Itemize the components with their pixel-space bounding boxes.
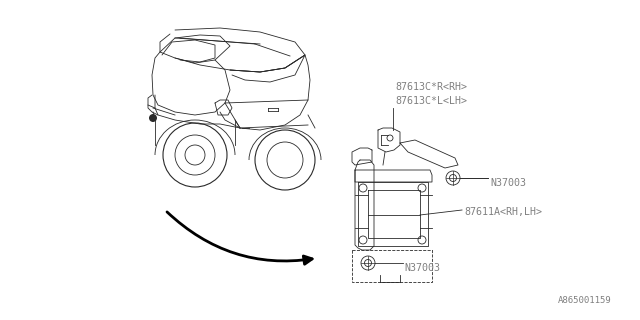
Bar — [352, 250, 432, 282]
Text: N37003: N37003 — [404, 263, 440, 273]
Text: N37003: N37003 — [490, 178, 526, 188]
Text: 87611A<RH,LH>: 87611A<RH,LH> — [464, 207, 542, 217]
Text: 87613C*L<LH>: 87613C*L<LH> — [395, 96, 467, 106]
Text: 87613C*R<RH>: 87613C*R<RH> — [395, 82, 467, 92]
Text: A865001159: A865001159 — [558, 296, 612, 305]
Circle shape — [149, 114, 157, 122]
